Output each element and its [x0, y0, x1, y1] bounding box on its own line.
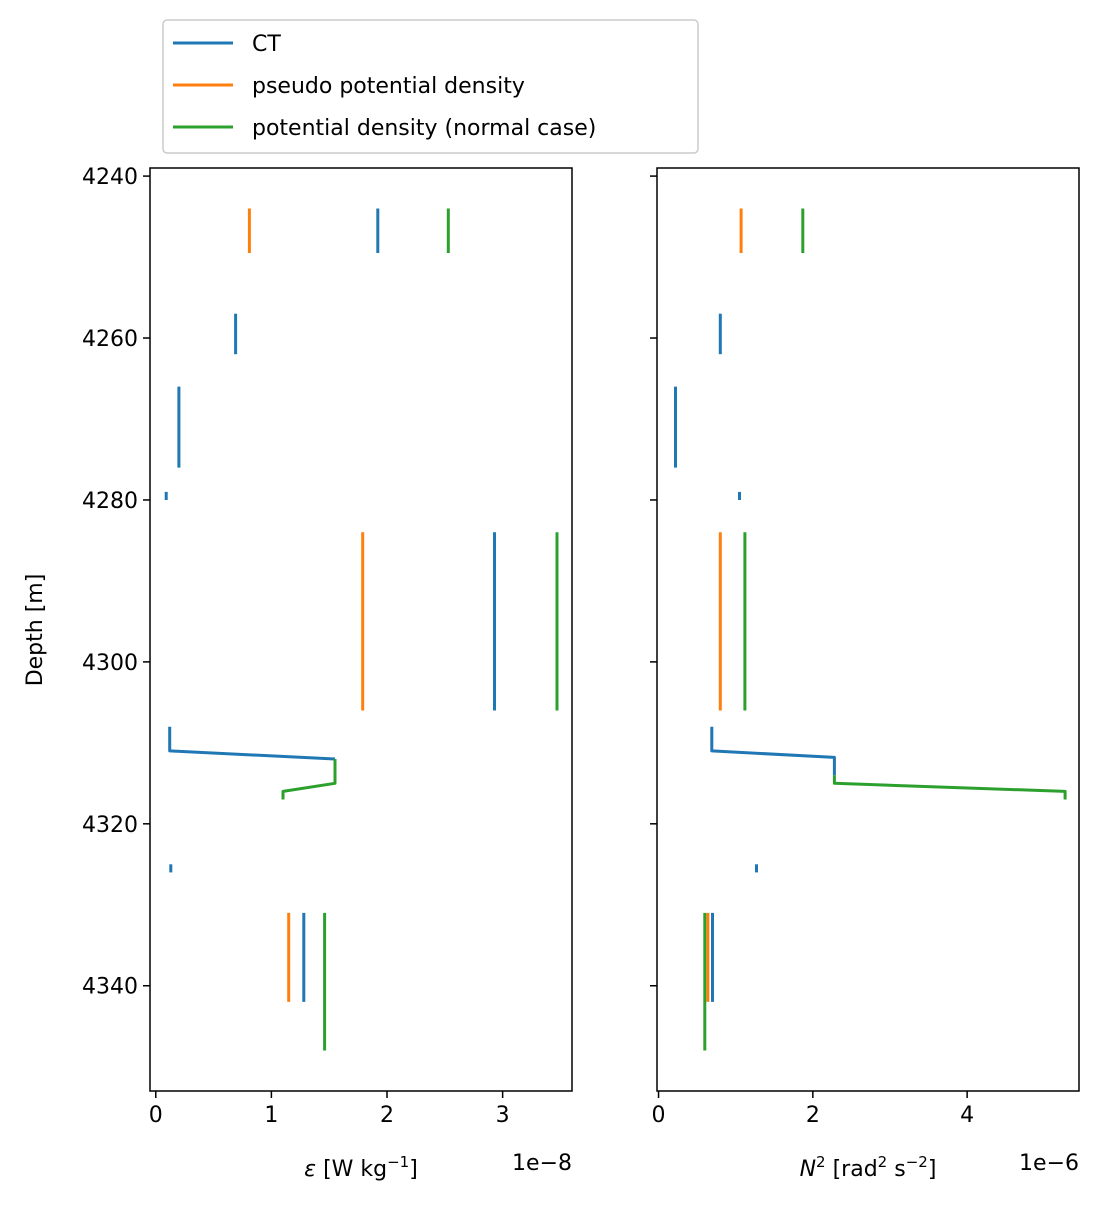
- y-tick-label: 4300: [82, 651, 138, 676]
- x-tick-label: 0: [149, 1103, 163, 1128]
- n2-y-ticks: [650, 175, 657, 987]
- series-ct-segment: [710, 726, 836, 776]
- x-tick-label: 4: [960, 1103, 974, 1128]
- x-tick-label: 3: [496, 1103, 510, 1128]
- series-ct-segment: [168, 726, 336, 761]
- epsilon-offset-text: 1e−8: [512, 1151, 572, 1176]
- n2-unit-s-exponent: −2: [906, 1153, 928, 1171]
- y-axis-label: Depth [m]: [23, 574, 48, 687]
- epsilon-axes-frame: [149, 167, 573, 1092]
- y-tick-label: 4280: [82, 489, 138, 514]
- y-tick-label: 4260: [82, 327, 138, 352]
- x-tick-label: 2: [380, 1103, 394, 1128]
- legend-frame: [162, 19, 699, 154]
- epsilon-symbol: ε: [304, 1157, 316, 1182]
- y-tick-label: 4240: [82, 165, 138, 190]
- n2-unit-rad: [rad: [826, 1157, 878, 1182]
- n2-unit-close: ]: [928, 1157, 937, 1182]
- epsilon-unit-exponent: −1: [387, 1153, 409, 1171]
- n2-x-ticks: 0 2 4: [652, 1091, 974, 1128]
- series-potential-density-segment: [281, 759, 337, 800]
- x-tick-label: 0: [652, 1103, 666, 1128]
- series-potential-density-segment: [832, 775, 1067, 800]
- n2-series-layer: [674, 208, 1067, 1051]
- legend-label-potential: potential density (normal case): [252, 116, 596, 141]
- epsilon-x-ticks: 0 1 2 3: [149, 1091, 510, 1128]
- epsilon-unit-close: ]: [409, 1157, 418, 1182]
- n2-offset-text: 1e−6: [1019, 1151, 1079, 1176]
- n2-symbol: N: [800, 1157, 816, 1182]
- n2-x-axis-label: N2 [rad2 s−2]: [800, 1153, 937, 1182]
- n2-axes-frame: [656, 167, 1080, 1092]
- epsilon-unit: [W kg: [316, 1157, 387, 1182]
- legend-label-ct: CT: [252, 32, 281, 57]
- n2-symbol-exponent: 2: [816, 1153, 826, 1171]
- y-tick-label: 4340: [82, 975, 138, 1000]
- x-tick-label: 2: [806, 1103, 820, 1128]
- epsilon-series-layer: [164, 208, 559, 1051]
- epsilon-x-axis-label: ε [W kg−1]: [304, 1153, 418, 1182]
- x-tick-label: 1: [264, 1103, 278, 1128]
- legend: CT pseudo potential density potential de…: [162, 19, 699, 154]
- n2-unit-rad-exponent: 2: [878, 1153, 888, 1171]
- n2-unit-s: s: [887, 1157, 905, 1182]
- y-tick-label: 4320: [82, 813, 138, 838]
- legend-label-pseudo: pseudo potential density: [252, 74, 525, 99]
- epsilon-y-ticks: 4240 4260 4280 4300 4320 4340: [82, 165, 150, 1000]
